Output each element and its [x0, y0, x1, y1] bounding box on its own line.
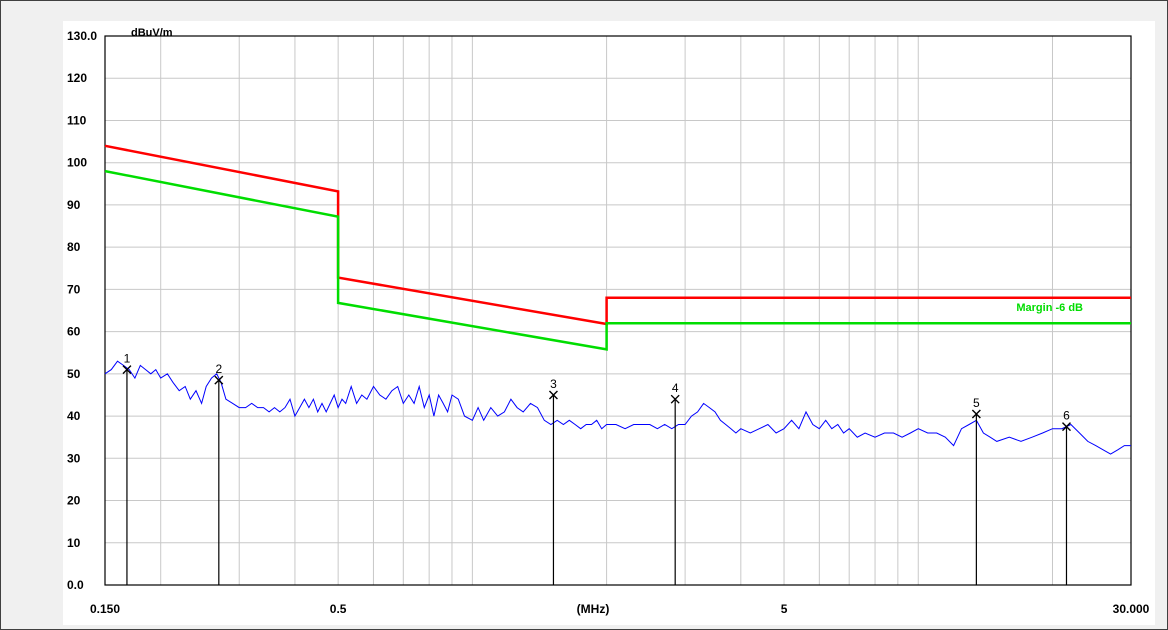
emission-chart: Margin -6 dB 1 2 3 4 5 6 130.0 120 110 100 90 80 70… [63, 21, 1155, 625]
chart-panel: Margin -6 dB 1 2 3 4 5 6 130.0 120 110 100 90 80 70… [63, 21, 1155, 625]
series-line-limit [105, 146, 1131, 324]
grid [105, 36, 1131, 585]
x-tick-label: 0.150 [90, 602, 120, 616]
y-tick-label: 110 [67, 113, 87, 127]
y-tick-label: 60 [67, 325, 81, 339]
y-tick-label: 130.0 [67, 29, 97, 43]
plot-border [105, 36, 1131, 585]
x-tick-label: 5 [781, 602, 788, 616]
x-tick-label: 30.000 [1113, 602, 1150, 616]
marker-label: 1 [124, 352, 131, 366]
y-tick-label: 120 [67, 71, 87, 85]
y-tick-label: 70 [67, 282, 81, 296]
marker-label: 6 [1063, 409, 1070, 423]
marker-label: 5 [973, 396, 980, 410]
y-tick-label: 10 [67, 536, 81, 550]
y-tick-label: 90 [67, 198, 81, 212]
markers: 1 2 3 4 5 6 [123, 352, 1071, 585]
series-label-margin: Margin -6 dB [1016, 302, 1083, 314]
marker-label: 4 [672, 381, 679, 395]
y-tick-label: 0.0 [67, 578, 84, 592]
y-tick-label: 40 [67, 409, 81, 423]
x-unit-label: (MHz) [577, 602, 610, 616]
marker-label: 3 [550, 377, 557, 391]
series-line-margin [105, 171, 1131, 349]
y-tick-label: 20 [67, 494, 81, 508]
y-unit-label: dBuV/m [131, 27, 173, 39]
y-tick-label: 30 [67, 451, 81, 465]
y-tick-label: 100 [67, 156, 87, 170]
y-tick-label: 80 [67, 240, 81, 254]
x-tick-label: 0.5 [330, 602, 347, 616]
y-tick-label: 50 [67, 367, 81, 381]
marker-label: 2 [215, 362, 222, 376]
